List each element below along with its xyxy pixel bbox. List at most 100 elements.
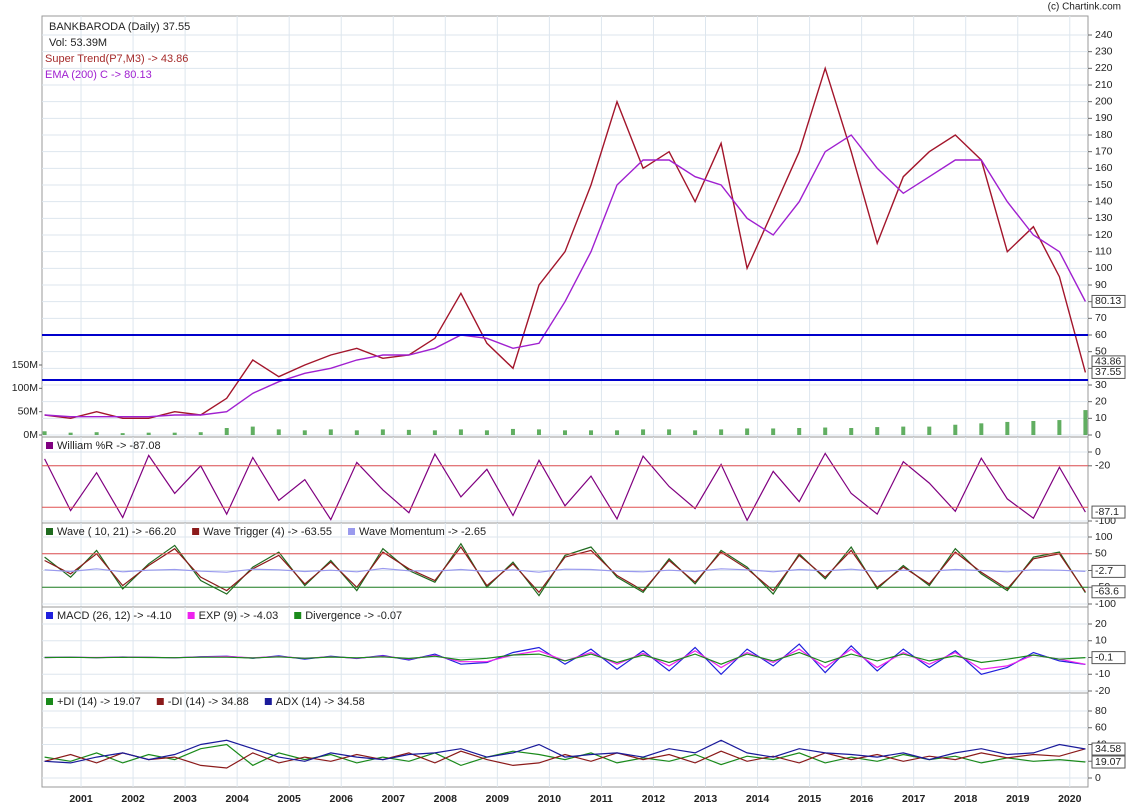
y-tick-label: -10 [1095, 668, 1110, 680]
volume-bar [406, 429, 411, 435]
y-tick-label: 0 [1095, 772, 1101, 784]
value-marker: 34.58 [1095, 743, 1121, 755]
volume-bar [328, 429, 333, 435]
x-tick-label: 2013 [694, 793, 718, 805]
x-tick-label: 2016 [850, 793, 874, 805]
value-marker-box [1091, 294, 1126, 308]
value-marker: -63.6 [1095, 586, 1119, 598]
volume-bar [536, 429, 541, 435]
x-tick-label: 2014 [746, 793, 770, 805]
x-tick-label: 2018 [954, 793, 978, 805]
y-tick-label: 70 [1095, 312, 1107, 324]
legend-label: Wave Momentum -> -2.65 [359, 526, 486, 538]
legend-label: William %R -> -87.08 [57, 440, 161, 452]
y2-tick-label: 100M [12, 382, 38, 394]
volume-bar [510, 428, 515, 435]
y-tick-label: 210 [1095, 79, 1113, 91]
series-line [44, 748, 1086, 769]
volume-bar [719, 429, 724, 435]
legend-swatch [187, 612, 195, 619]
volume-bar [771, 428, 776, 435]
y-tick-label: 10 [1095, 412, 1107, 424]
y-tick-label: 180 [1095, 129, 1113, 141]
y-tick-label: 90 [1095, 279, 1107, 291]
y-tick-label: 50 [1095, 345, 1107, 357]
value-marker-box [1091, 505, 1126, 519]
y2-tick-label: 0M [23, 429, 38, 441]
volume-bar [901, 426, 906, 435]
volume-bar [979, 423, 984, 435]
legend-swatch [348, 528, 356, 535]
legend-label: Divergence -> -0.07 [305, 610, 402, 622]
value-marker-box [1091, 755, 1126, 769]
series-line [44, 651, 1086, 665]
copyright: (c) Chartink.com [1048, 2, 1121, 13]
y-tick-label: 130 [1095, 212, 1113, 224]
y-tick-label: -100 [1095, 598, 1116, 610]
legend-swatch [46, 612, 53, 619]
y-tick-label: 190 [1095, 112, 1113, 124]
legend-label: EXP (9) -> -4.03 [199, 610, 279, 622]
legend-label: EMA (200) C -> 80.13 [45, 69, 152, 81]
volume-bar [641, 429, 646, 435]
value-marker-box [1091, 585, 1126, 599]
series-line [44, 65, 1087, 420]
volume-bar [120, 433, 125, 435]
volume-bar [94, 432, 99, 435]
x-tick-label: 2007 [382, 793, 406, 805]
volume-bar [224, 428, 229, 435]
value-marker: -2.7 [1095, 565, 1113, 577]
y-tick-label: 80 [1095, 705, 1107, 717]
value-marker: 19.07 [1095, 756, 1121, 768]
value-marker-box [1091, 365, 1126, 379]
y-tick-label: 0 [1095, 429, 1101, 441]
y-tick-label: -20 [1095, 685, 1110, 697]
y2-tick-label: 50M [18, 405, 38, 417]
y-tick-label: -20 [1095, 460, 1110, 472]
y-tick-label: 100 [1095, 531, 1113, 543]
volume-bar [432, 430, 437, 435]
y-tick-label: 220 [1095, 62, 1113, 74]
volume-bar [875, 427, 880, 435]
value-marker: -87.1 [1095, 506, 1119, 518]
chart-title: BANKBARODA (Daily) 37.55 [49, 21, 190, 33]
legend-label: Wave Trigger (4) -> -63.55 [203, 526, 332, 538]
y-tick-label: 60 [1095, 329, 1107, 341]
y-tick-label: 30 [1095, 379, 1107, 391]
y-tick-label: 20 [1095, 618, 1107, 630]
legend-swatch [46, 698, 53, 705]
y2-tick-label: 150M [12, 359, 38, 371]
volume-bar [354, 430, 359, 435]
x-tick-label: 2006 [330, 793, 354, 805]
legend-swatch [294, 612, 302, 619]
y-tick-label: 100 [1095, 262, 1113, 274]
volume-bar [1057, 420, 1062, 435]
value-marker-box [1091, 564, 1126, 578]
legend-swatch [192, 528, 200, 535]
volume-bar [172, 432, 177, 435]
legend-label: +DI (14) -> 19.07 [57, 696, 141, 708]
panel-frame [41, 15, 1089, 438]
y-tick-label: 110 [1095, 245, 1112, 257]
volume-bar [693, 430, 698, 435]
value-marker-box [1091, 742, 1126, 756]
legend-label: Wave ( 10, 21) -> -66.20 [57, 526, 176, 538]
volume-bar [797, 428, 802, 435]
x-tick-label: 2002 [121, 793, 145, 805]
value-marker: 37.55 [1095, 366, 1121, 378]
volume-bar [1083, 410, 1088, 435]
legend-label: Super Trend(P7,M3) -> 43.86 [45, 53, 188, 65]
x-tick-label: 2009 [486, 793, 510, 805]
legend-swatch [156, 698, 164, 705]
volume-bar [458, 429, 463, 435]
legend-label: MACD (26, 12) -> -4.10 [57, 610, 172, 622]
volume-bar [1031, 421, 1036, 435]
x-tick-label: 2001 [69, 793, 93, 805]
y-tick-label: 120 [1095, 229, 1113, 241]
y-tick-label: 0 [1095, 446, 1101, 458]
y-tick-label: 200 [1095, 95, 1113, 107]
volume-bar [823, 427, 828, 435]
x-tick-label: 2020 [1058, 793, 1082, 805]
series-line [44, 452, 1086, 522]
